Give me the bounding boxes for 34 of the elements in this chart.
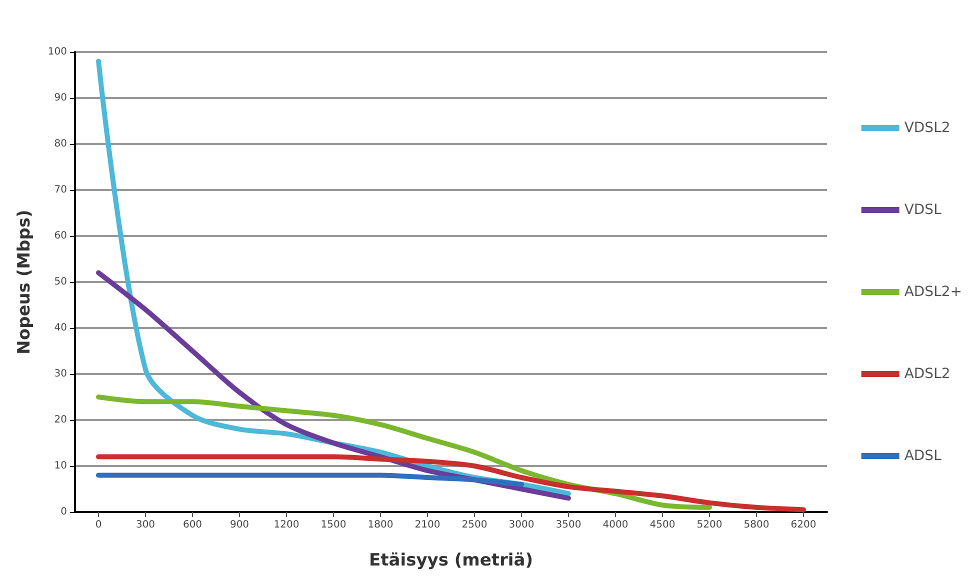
x-tick-label: 3500 <box>556 520 582 530</box>
x-tick-label: 900 <box>230 520 250 530</box>
legend-label: ADSL <box>904 448 942 464</box>
x-tick-label: 6200 <box>790 520 816 530</box>
x-tick-label: 1200 <box>274 520 300 530</box>
legend-label: VDSL <box>904 202 942 218</box>
x-tick-label: 2500 <box>462 520 488 530</box>
y-axis-title: Nopeus (Mbps) <box>14 210 34 354</box>
y-tick-label: 100 <box>48 46 67 58</box>
x-tick-label: 0 <box>95 520 102 530</box>
y-tick-label: 0 <box>60 506 67 518</box>
y-tick-label: 10 <box>54 460 67 472</box>
legend-label: VDSL2 <box>904 120 950 136</box>
x-tick-label: 600 <box>182 520 202 530</box>
x-tick-label: 3000 <box>508 520 534 530</box>
x-tick-label: 5200 <box>696 520 722 530</box>
y-tick-label: 60 <box>54 230 67 242</box>
y-tick-label: 20 <box>54 414 67 426</box>
y-tick-label: 40 <box>54 322 67 334</box>
x-tick-label: 5800 <box>744 520 770 530</box>
y-tick-label: 90 <box>54 92 67 104</box>
x-tick-label: 2100 <box>414 520 440 530</box>
x-tick-label: 4500 <box>650 520 676 530</box>
x-tick-label: 4000 <box>602 520 628 530</box>
x-tick-label: 300 <box>136 520 156 530</box>
y-tick-label: 30 <box>54 368 67 380</box>
y-tick-label: 80 <box>54 138 67 150</box>
y-tick-label: 50 <box>54 276 67 288</box>
legend-label: ADSL2+ <box>904 284 962 300</box>
x-tick-label: 1800 <box>368 520 394 530</box>
x-tick-label: 1500 <box>320 520 346 530</box>
legend-label: ADSL2 <box>904 366 950 382</box>
y-tick-label: 70 <box>54 184 67 196</box>
x-axis-title: Etäisyys (metriä) <box>369 550 533 570</box>
